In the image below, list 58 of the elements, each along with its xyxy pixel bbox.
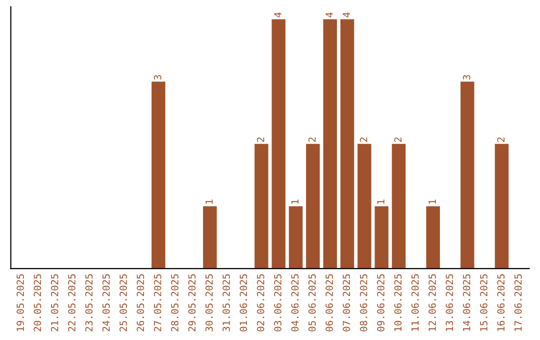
- x-tick-label: 27.05.2025: [154, 274, 162, 332]
- x-tick-label: 02.06.2025: [256, 274, 264, 332]
- data-label: 2: [256, 138, 264, 142]
- x-tick-label: 11.06.2025: [411, 274, 419, 331]
- x-tick-label: 29.05.2025: [188, 274, 196, 332]
- x-tick-label: 09.06.2025: [377, 274, 384, 332]
- x-tick-label: 17.06.2025: [514, 274, 522, 331]
- bar: [203, 206, 217, 269]
- data-label: 2: [497, 138, 504, 142]
- x-tick-label: 16.06.2025: [497, 274, 505, 331]
- bar: [358, 144, 372, 269]
- bar: [254, 144, 268, 269]
- x-tick-label: 08.06.2025: [360, 274, 368, 332]
- bar: [272, 19, 286, 269]
- data-label: 1: [206, 200, 213, 204]
- data-label: 1: [291, 200, 298, 204]
- x-tick-label: 20.05.2025: [34, 274, 42, 332]
- x-tick-label: 24.05.2025: [102, 274, 110, 332]
- bar: [340, 19, 354, 269]
- x-tick-label: 04.06.2025: [291, 274, 299, 332]
- data-label: 2: [308, 138, 316, 142]
- data-label: 2: [394, 138, 402, 142]
- x-tick-label: 01.06.2025: [240, 274, 248, 332]
- x-tick-label: 05.06.2025: [308, 274, 316, 332]
- x-tick-label: 13.06.2025: [446, 274, 454, 331]
- x-tick-label: 07.06.2025: [342, 274, 350, 332]
- x-tick-label: 19.05.2025: [16, 274, 24, 331]
- data-label: 1: [377, 200, 384, 204]
- data-label: 3: [154, 75, 162, 80]
- data-label: 4: [274, 12, 282, 18]
- x-tick-label: 23.05.2025: [85, 274, 93, 332]
- bar: [392, 144, 406, 269]
- x-tick-label: 03.06.2025: [274, 274, 282, 332]
- bar: [460, 82, 474, 269]
- data-label: 2: [360, 138, 368, 142]
- x-tick-label: 21.05.2025: [50, 274, 58, 332]
- bar: [494, 144, 509, 269]
- x-tick-label: 30.05.2025: [205, 274, 213, 332]
- x-tick-label: 06.06.2025: [326, 274, 333, 332]
- data-label: 3: [462, 75, 470, 80]
- x-tick-label: 26.05.2025: [136, 274, 144, 332]
- bar: [323, 19, 337, 269]
- bar: [374, 206, 388, 269]
- x-tick-label: 15.06.2025: [480, 274, 488, 331]
- bar: [306, 144, 320, 269]
- data-label: 1: [428, 200, 436, 204]
- x-tick-label: 12.06.2025: [428, 274, 436, 331]
- bar: [288, 206, 303, 269]
- bar: [426, 206, 440, 269]
- x-tick-label: 22.05.2025: [68, 274, 76, 332]
- x-tick-label: 10.06.2025: [394, 274, 402, 331]
- x-tick-label: 14.06.2025: [462, 274, 470, 331]
- data-label: 4: [326, 12, 333, 18]
- x-tick-label: 31.05.2025: [222, 274, 230, 332]
- data-label: 4: [342, 12, 350, 18]
- x-tick-label: 28.05.2025: [171, 274, 178, 332]
- x-tick-label: 25.05.2025: [120, 274, 127, 332]
- bar: [152, 82, 166, 269]
